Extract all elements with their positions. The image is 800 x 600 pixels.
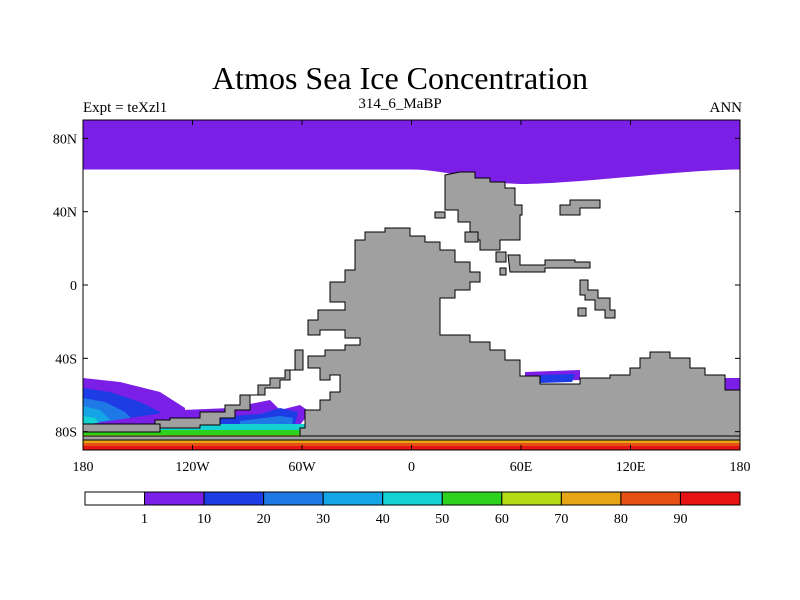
x-tick-label: 120W bbox=[175, 460, 210, 475]
colorbar-swatch bbox=[203, 491, 265, 506]
period-label: 314_6_MaBP bbox=[358, 96, 442, 112]
land-mass bbox=[83, 171, 740, 441]
colorbar-swatch bbox=[263, 491, 324, 506]
colorbar-swatch bbox=[144, 491, 205, 506]
colorbar-swatch bbox=[441, 491, 503, 506]
north-sea-ice bbox=[83, 120, 740, 184]
y-tick-label: 0 bbox=[70, 279, 77, 294]
colorbar-swatch bbox=[84, 491, 146, 506]
colorbar-label: 60 bbox=[495, 512, 509, 527]
colorbar-label: 80 bbox=[614, 512, 628, 527]
north-ice-band bbox=[83, 120, 740, 184]
colorbar-label: 90 bbox=[673, 512, 687, 527]
colorbar-label: 30 bbox=[316, 512, 330, 527]
colorbar-label: 1 bbox=[141, 512, 148, 527]
axis-ticks: 180 120W 60W 0 60E 120E 180 80N 40N 0 40S 80S bbox=[53, 120, 751, 475]
colorbar-label: 50 bbox=[435, 512, 449, 527]
colorbar: 1 10 20 30 40 50 60 70 80 90 bbox=[84, 491, 741, 527]
colorbar-label: 10 bbox=[197, 512, 211, 527]
x-tick-label: 60E bbox=[510, 460, 533, 475]
colorbar-swatch bbox=[560, 491, 622, 506]
y-tick-label: 80S bbox=[55, 426, 77, 441]
y-tick-label: 40S bbox=[55, 352, 77, 367]
x-tick-label: 0 bbox=[408, 460, 415, 475]
colorbar-swatch bbox=[322, 491, 384, 506]
colorbar-swatch bbox=[382, 491, 443, 506]
x-tick-label: 180 bbox=[730, 460, 751, 475]
colorbar-label: 20 bbox=[257, 512, 271, 527]
x-tick-label: 60W bbox=[288, 460, 316, 475]
colorbar-label: 40 bbox=[376, 512, 390, 527]
x-tick-label: 120E bbox=[616, 460, 646, 475]
x-tick-label: 180 bbox=[73, 460, 94, 475]
y-tick-label: 40N bbox=[53, 206, 77, 221]
experiment-label: Expt = teXzl1 bbox=[83, 100, 168, 116]
season-label: ANN bbox=[709, 100, 743, 116]
colorbar-swatch bbox=[501, 491, 562, 506]
colorbar-label: 70 bbox=[554, 512, 568, 527]
colorbar-swatch bbox=[679, 491, 741, 506]
y-tick-label: 80N bbox=[53, 132, 77, 147]
colorbar-swatch bbox=[620, 491, 681, 506]
chart-title: Atmos Sea Ice Concentration bbox=[212, 60, 588, 96]
